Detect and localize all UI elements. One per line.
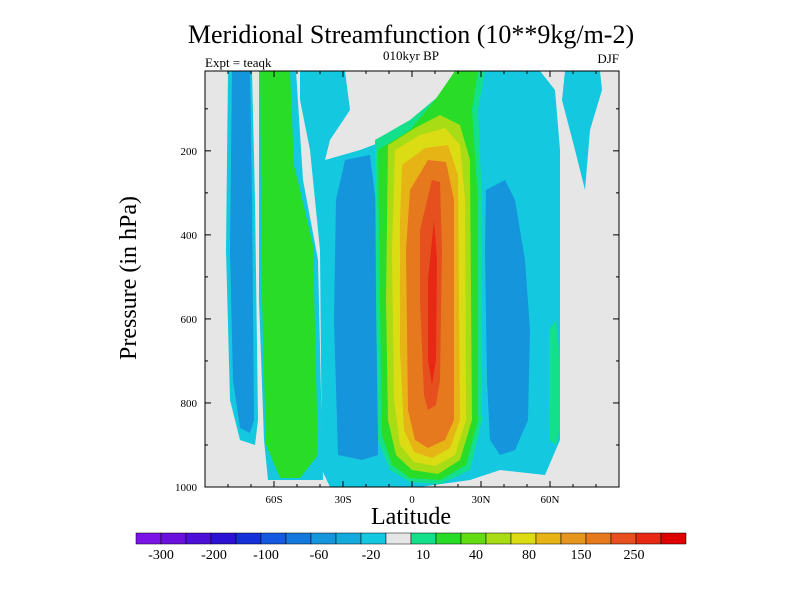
colorbar-swatch — [210, 532, 237, 545]
colorbar-swatch — [310, 532, 337, 545]
contour-sh-polar-inner — [230, 71, 254, 433]
x-tick-label: 60N — [541, 494, 560, 506]
colorbar-swatch — [410, 532, 437, 545]
colorbar-label: -20 — [362, 548, 381, 563]
colorbar-swatch — [135, 532, 162, 545]
colorbar-swatch — [360, 532, 387, 545]
colorbar-label: 150 — [571, 548, 592, 563]
contour-field — [226, 71, 602, 487]
y-tick-label: 600 — [181, 314, 198, 326]
colorbar-label: 250 — [624, 548, 645, 563]
colorbar-swatch — [510, 532, 537, 545]
colorbar-swatch — [435, 532, 462, 545]
colorbar-swatch — [460, 532, 487, 545]
y-tick-label: 1000 — [175, 482, 198, 494]
y-axis-title: Pressure (in hPa) — [116, 196, 142, 360]
colorbar-label: -100 — [253, 548, 279, 563]
colorbar — [135, 532, 687, 545]
colorbar-swatch — [585, 532, 612, 545]
colorbar-swatch — [235, 532, 262, 545]
colorbar-labels: -300 -200 -100 -60 -20 10 40 80 150 250 — [148, 548, 644, 563]
colorbar-swatch — [485, 532, 512, 545]
season-label: DJF — [597, 51, 619, 66]
colorbar-label: -300 — [148, 548, 174, 563]
contour-sh-ferrel-green — [260, 71, 318, 478]
contour-max — [428, 220, 437, 385]
x-tick-label: 0 — [409, 494, 415, 506]
time-label: 010kyr BP — [383, 48, 439, 63]
contour-nh-ferrel-blue — [485, 180, 530, 455]
y-tick-label: 400 — [181, 230, 198, 242]
colorbar-label: -60 — [310, 548, 329, 563]
contour-nh-surface-green — [549, 320, 560, 445]
x-axis-ticks: 60S 30S 0 30N 60N — [227, 71, 597, 506]
colorbar-label: 10 — [416, 548, 430, 563]
colorbar-swatch — [285, 532, 312, 545]
chart-title: Meridional Streamfunction (10**9kg/m-2) — [188, 20, 634, 49]
colorbar-label: -200 — [201, 548, 227, 563]
colorbar-label: 80 — [522, 548, 536, 563]
colorbar-swatch — [160, 532, 187, 545]
colorbar-swatch — [335, 532, 362, 545]
x-tick-label: 30N — [472, 494, 491, 506]
colorbar-swatch — [260, 532, 287, 545]
contour-sh-hadley-blue — [334, 155, 378, 460]
colorbar-swatch — [560, 532, 587, 545]
x-tick-label: 60S — [265, 494, 282, 506]
y-tick-label: 800 — [181, 398, 198, 410]
y-axis-ticks: 200 400 600 800 1000 — [175, 108, 619, 494]
colorbar-swatch — [385, 532, 412, 545]
colorbar-swatch — [535, 532, 562, 545]
colorbar-swatch — [610, 532, 637, 545]
y-tick-label: 200 — [181, 146, 198, 158]
experiment-label: Expt = teaqk — [205, 55, 272, 70]
colorbar-label: 40 — [469, 548, 483, 563]
x-tick-label: 30S — [334, 494, 351, 506]
x-axis-title: Latitude — [371, 504, 451, 530]
colorbar-swatch — [660, 532, 687, 545]
contour-nh-polar-cyan — [562, 71, 602, 190]
colorbar-swatch — [635, 532, 662, 545]
colorbar-swatch — [185, 532, 212, 545]
